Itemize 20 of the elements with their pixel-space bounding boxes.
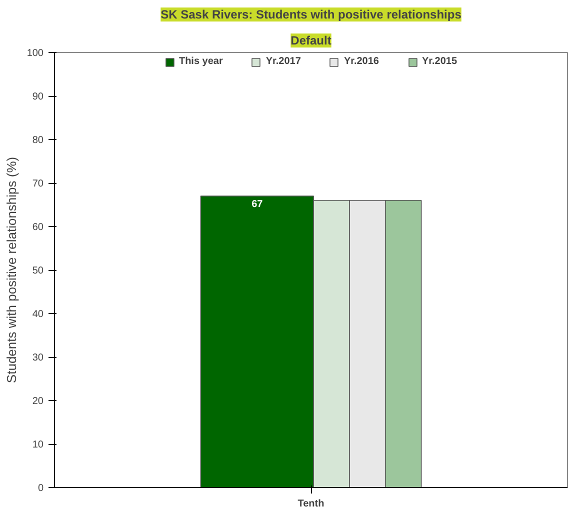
legend-label: Yr.2015 [422,56,458,67]
legend-label: Yr.2017 [266,56,301,67]
y-tick-label: 90 [32,92,44,102]
chart-title: SK Sask Rivers: Students with positive relationships [160,8,462,22]
y-tick-label: 10 [32,440,44,450]
y-axis-title: Students with positive relationships (%) [4,156,19,384]
chart-subtitle: Default [290,34,332,48]
y-tick-label: 80 [32,135,44,146]
y-tick-label: 100 [26,48,44,59]
y-tick-label: 0 [38,483,44,494]
y-tick-label: 20 [32,396,44,407]
y-tick-label: 60 [32,222,44,233]
y-tick-label: 50 [32,266,44,276]
y-tick-label: 70 [32,178,44,190]
y-tick-label: 40 [32,309,44,320]
legend-label: This year [178,56,223,67]
legend-label: Yr.2016 [344,56,379,67]
y-tick-label: 30 [32,352,44,364]
x-tick-label: Tenth [298,498,324,510]
data-label: 67 [252,199,264,210]
